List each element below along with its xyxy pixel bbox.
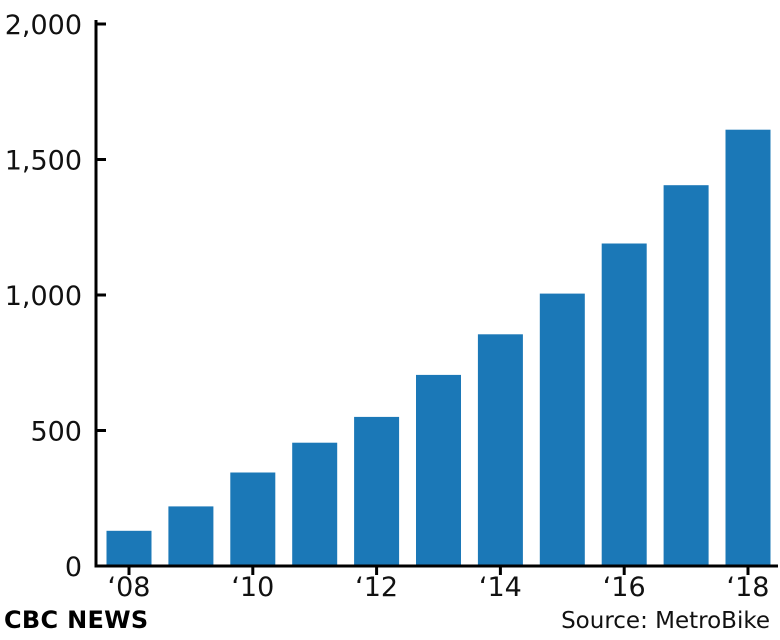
bars-group	[106, 129, 771, 566]
bar-2016	[601, 243, 647, 566]
bar-2013	[416, 374, 461, 566]
bar-2012	[354, 416, 400, 566]
x-tick-label: ‘12	[355, 572, 398, 603]
y-tick-label: 500	[30, 417, 82, 448]
x-tick-label: ‘18	[727, 572, 770, 603]
brand-label: CBC NEWS	[4, 606, 149, 634]
bar-2017	[663, 185, 709, 566]
y-tick-label: 2,000	[5, 10, 82, 41]
x-tick-label: ‘16	[603, 572, 646, 603]
bar-2008	[106, 530, 152, 566]
bar-2009	[168, 506, 214, 566]
x-tick-label: ‘14	[479, 572, 522, 603]
x-tick-label: ‘10	[231, 572, 274, 603]
y-tick-label: 1,500	[5, 146, 82, 177]
source-label: Source: MetroBike	[561, 608, 770, 634]
bar-2015	[539, 293, 585, 566]
bar-2018	[725, 129, 771, 566]
x-tick-label: ‘08	[108, 572, 151, 603]
y-tick-label: 0	[65, 552, 82, 583]
x-axis-ticks: ‘08 ‘10 ‘12 ‘14 ‘16 ‘18	[108, 566, 770, 603]
bar-2010	[230, 472, 276, 566]
bar-2011	[292, 442, 338, 566]
bar-2014	[477, 334, 523, 566]
y-tick-label: 1,000	[5, 281, 82, 312]
y-axis-ticks: 0 500 1,000 1,500 2,000	[5, 10, 106, 583]
